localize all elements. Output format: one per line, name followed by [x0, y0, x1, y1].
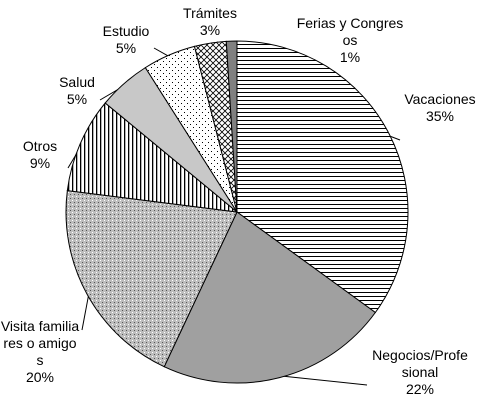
value-label: 3% [199, 22, 221, 38]
value-label: 5% [66, 91, 88, 107]
value-label: 22% [405, 380, 435, 397]
slice-label: Negocios/Profesional 22% [370, 347, 470, 398]
category-label: Estudio [102, 23, 150, 39]
category-label: Otros [22, 138, 58, 154]
category-label: Visita familiares o amigos [0, 318, 80, 368]
category-label: Ferias y Congresos [296, 14, 404, 48]
slice-label: Visita familiares o amigos 20% [0, 318, 80, 386]
slice-label: Otros 9% [10, 138, 70, 172]
slice-label: Trámites 3% [175, 5, 245, 39]
category-label: Vacaciones [404, 91, 476, 107]
category-label: Negocios/Profesional [372, 346, 468, 380]
category-label: Salud [59, 74, 95, 90]
pie-slice [65, 190, 238, 368]
slice-label: Vacaciones 35% [390, 91, 490, 125]
leader-line [81, 293, 90, 331]
leader-line [278, 375, 368, 386]
value-label: 1% [339, 48, 361, 65]
slice-label: Ferias y Congresos 1% [295, 15, 405, 66]
value-label: 20% [25, 369, 55, 385]
value-label: 9% [29, 155, 51, 171]
slice-label: Estudio 5% [91, 23, 161, 57]
value-label: 35% [425, 108, 455, 124]
pie-slice [236, 40, 409, 314]
pie-slice [225, 40, 238, 213]
value-label: 5% [115, 40, 137, 56]
pie-slice [66, 102, 239, 213]
slice-label: Salud 5% [47, 74, 107, 108]
category-label: Trámites [183, 5, 237, 21]
